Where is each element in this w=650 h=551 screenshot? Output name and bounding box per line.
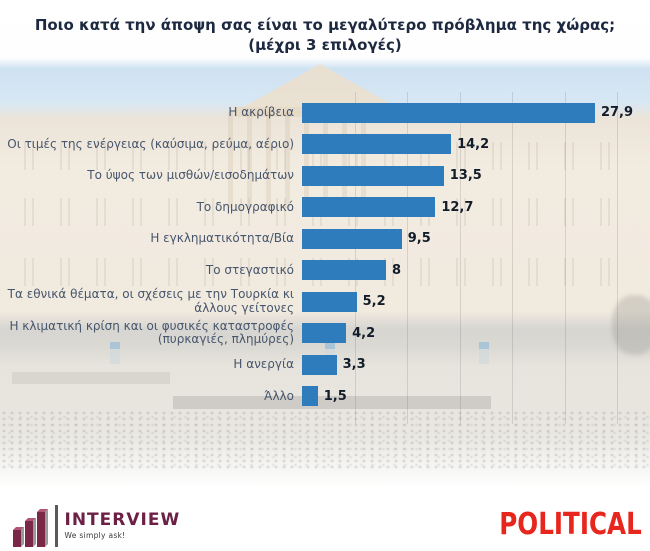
gridline — [512, 92, 513, 424]
gridline — [617, 92, 618, 424]
bar — [302, 165, 444, 186]
bar — [302, 260, 386, 281]
guard-post — [110, 342, 120, 364]
value-label: 8 — [392, 262, 402, 278]
tree-silhouette — [612, 295, 650, 355]
bar-track: 4,2 — [294, 323, 650, 344]
category-label: Η κλιματική κρίση και οι φυσικές καταστρ… — [9, 318, 294, 347]
parliament-pediment — [242, 64, 398, 108]
bar — [302, 228, 402, 249]
guard-post — [479, 342, 489, 364]
bar — [302, 386, 318, 407]
bar-track: 3,3 — [294, 354, 650, 375]
gridline — [459, 92, 461, 424]
bar-track: 5,2 — [294, 291, 650, 312]
bar-track: 13,5 — [294, 165, 650, 186]
bar — [302, 197, 436, 218]
bar — [302, 354, 337, 375]
value-label: 14,2 — [457, 136, 490, 152]
category-label: Η ανεργία — [233, 357, 294, 372]
bar-track: 9,5 — [294, 228, 650, 249]
crowd-texture — [0, 410, 650, 468]
gridline — [407, 92, 408, 424]
chart-row: Η ανεργία 3,3 — [0, 349, 650, 381]
gridline — [564, 92, 566, 424]
bar-track: 8 — [294, 260, 650, 281]
interview-logo-text: INTERVIEW We simply ask! — [64, 510, 181, 541]
chart-title-line1: Ποιο κατά την άποψη σας είναι το μεγαλύτ… — [34, 16, 616, 34]
value-label: 27,9 — [600, 105, 634, 121]
value-label: 5,2 — [362, 294, 386, 310]
chart-row: Η κλιματική κρίση και οι φυσικές καταστρ… — [0, 318, 650, 350]
bar — [302, 323, 347, 344]
category-label: Το δημογραφικό — [196, 199, 294, 214]
category-label: Άλλο — [264, 388, 294, 403]
side-wall — [12, 372, 170, 384]
interview-name: INTERVIEW — [64, 510, 181, 530]
chart-title: Ποιο κατά την άποψη σας είναι το μεγαλύτ… — [0, 16, 650, 55]
chart-row: Άλλο 1,5 — [0, 381, 650, 413]
interview-logo: INTERVIEW We simply ask! — [12, 503, 180, 549]
category-label: Το ύψος των μισθών/εισοδημάτων — [87, 168, 294, 183]
value-label: 1,5 — [323, 388, 347, 404]
bar — [302, 102, 595, 123]
bar-track: 12,7 — [294, 197, 650, 218]
category-label: Η ακρίβεια — [228, 105, 294, 120]
guard-post — [325, 342, 335, 364]
memorial-wall — [173, 396, 491, 409]
bar-track: 14,2 — [294, 134, 650, 155]
value-label: 3,3 — [342, 357, 366, 373]
category-label: Η εγκληματικότητα/Βία — [150, 231, 294, 246]
bar-track: 27,9 — [294, 102, 650, 123]
value-label: 9,5 — [407, 231, 431, 247]
chart-row: Το στεγαστικό 8 — [0, 255, 650, 287]
parliament-columns — [228, 112, 380, 208]
bar-chart: Η ακρίβεια 27,9 Οι τιμές της ενέργειας (κα… — [0, 97, 650, 412]
category-label: Τα εθνικά θέματα, οι σχέσεις με την Τουρ… — [7, 287, 294, 315]
value-label: 12,7 — [441, 199, 474, 215]
chart-row: Η εγκληματικότητα/Βία 9,5 — [0, 223, 650, 255]
political-logo: POLITICAL — [499, 507, 642, 542]
chart-title-line2: (μέχρι 3 επιλογές) — [248, 35, 402, 54]
category-label: Οι τιμές της ενέργειας (καύσιμα, ρεύμα, … — [7, 136, 294, 151]
chart-row: Οι τιμές της ενέργειας (καύσιμα, ρεύμα, … — [0, 129, 650, 161]
ascending-bars-logo-icon — [13, 509, 48, 547]
value-label: 4,2 — [352, 325, 376, 341]
bar-track: 1,5 — [294, 386, 650, 407]
chart-row: Το ύψος των μισθών/εισοδημάτων 13,5 — [0, 160, 650, 192]
category-label: Το στεγαστικό — [205, 262, 294, 277]
bar — [302, 291, 357, 312]
bar — [302, 134, 452, 155]
interview-tagline: We simply ask! — [64, 531, 126, 540]
chart-row: Η ακρίβεια 27,9 — [0, 97, 650, 129]
chart-row: Το δημογραφικό 12,7 — [0, 192, 650, 224]
value-label: 13,5 — [449, 168, 482, 184]
gridline — [354, 92, 356, 424]
logo-divider — [55, 505, 58, 547]
chart-row: Τα εθνικά θέματα, οι σχέσεις με την Τουρ… — [0, 286, 650, 318]
